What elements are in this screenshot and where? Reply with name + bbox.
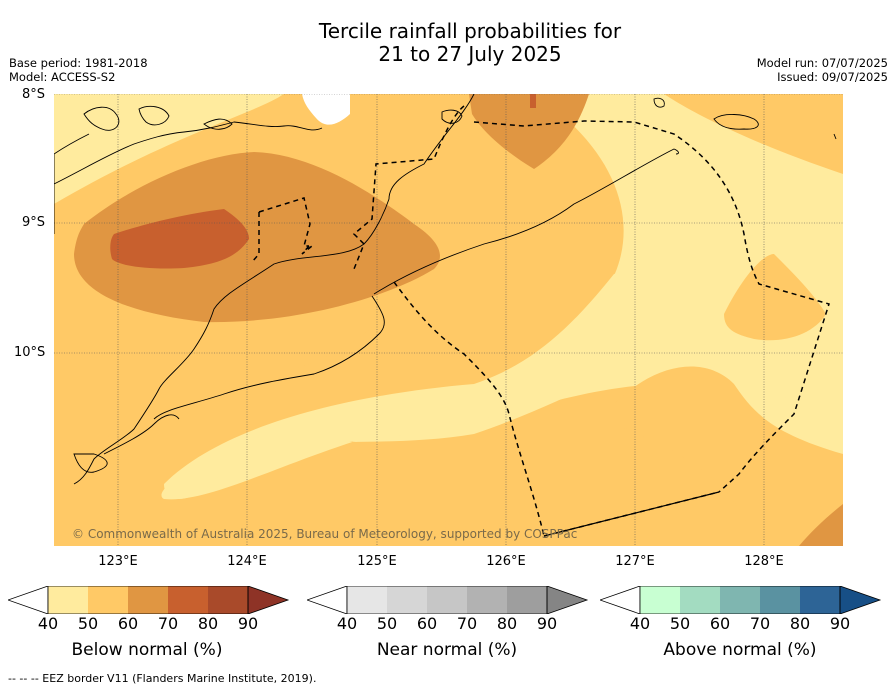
cb1-tick: 80 [197, 614, 219, 633]
cb2-swatch-1 [347, 586, 387, 614]
red-region-north [530, 94, 536, 108]
issued-date: Issued: 09/07/2025 [777, 70, 888, 84]
cb1-swatch-4 [168, 586, 208, 614]
lon-label-127e: 127°E [615, 554, 655, 569]
lat-label-10s: 10°S [14, 345, 46, 360]
cb1-tick: 70 [157, 614, 179, 633]
cb3-swatch-5 [800, 586, 840, 614]
cb1-tick: 60 [117, 614, 139, 633]
lon-label-128e: 128°E [744, 554, 784, 569]
map-title: Tercile rainfall probabilities for 21 to… [0, 20, 896, 66]
copyright-text: © Commonwealth of Australia 2025, Bureau… [72, 527, 577, 541]
cb3-tick: 50 [669, 614, 691, 633]
cb3-tick: 70 [749, 614, 771, 633]
orange-region-se [799, 504, 843, 546]
colorbar-below-normal [8, 586, 290, 614]
cb2-swatch-2 [387, 586, 427, 614]
lon-label-125e: 125°E [357, 554, 397, 569]
colorbar-below-ticks: 40 50 60 70 80 90 [8, 614, 290, 634]
gridlines [54, 94, 843, 546]
base-period: Base period: 1981-2018 [9, 56, 148, 70]
cb2-tick: 60 [416, 614, 438, 633]
meta-left: Base period: 1981-2018 Model: ACCESS-S2 [9, 56, 148, 84]
eez-solid-segment [543, 491, 720, 537]
cb2-swatch-5 [507, 586, 547, 614]
cb3-tick: 90 [829, 614, 851, 633]
orange-region-north [469, 94, 589, 169]
cb1-tick: 90 [237, 614, 259, 633]
cb2-tick: 70 [456, 614, 478, 633]
cb3-swatch-3 [720, 586, 760, 614]
cb1-swatch-1 [48, 586, 88, 614]
cb3-tick: 80 [789, 614, 811, 633]
cb2-swatch-3 [427, 586, 467, 614]
eez-footer-note: -- -- -- EEZ border V11 (Flanders Marine… [8, 672, 317, 685]
colorbar-below-label: Below normal (%) [71, 640, 223, 660]
light-region-nw [54, 94, 284, 204]
colorbar-above-ticks: 40 50 60 70 80 90 [600, 614, 882, 634]
lat-label-8s: 8°S [22, 87, 46, 102]
coastlines [54, 94, 837, 485]
red-region-west [110, 209, 249, 269]
cb1-swatch-2 [88, 586, 128, 614]
colorbar-above-normal [600, 586, 882, 614]
orange-region-west [74, 152, 440, 323]
cb3-extend [839, 586, 882, 614]
cb1-tick: 50 [77, 614, 99, 633]
cb2-extend [546, 586, 589, 614]
cb3-tick: 60 [709, 614, 731, 633]
cb1-extend [247, 586, 290, 614]
title-line-1: Tercile rainfall probabilities for [318, 19, 622, 43]
cb2-swatch-4 [467, 586, 507, 614]
lon-label-126e: 126°E [486, 554, 526, 569]
cb2-tick: 80 [496, 614, 518, 633]
mid-region-se [614, 366, 843, 546]
lat-label-9s: 9°S [22, 215, 46, 230]
colorbar-near-ticks: 40 50 60 70 80 90 [307, 614, 589, 634]
light-region-central [161, 94, 843, 546]
cb3-swatch-1 [640, 586, 680, 614]
model-run: Model run: 07/07/2025 [756, 56, 888, 70]
colorbar-above-label: Above normal (%) [663, 640, 817, 660]
cb2-tick: 50 [376, 614, 398, 633]
colorbar-near-normal [307, 586, 589, 614]
lon-label-123e: 123°E [98, 554, 138, 569]
light-region-band [164, 214, 843, 500]
cb1-swatch-3 [128, 586, 168, 614]
cb2-tick: 40 [336, 614, 358, 633]
cb2-tick: 90 [536, 614, 558, 633]
no-data-region [302, 94, 350, 125]
cb3-swatch-4 [760, 586, 800, 614]
meta-right: Model run: 07/07/2025 Issued: 09/07/2025 [757, 56, 888, 84]
colorbar-near-label: Near normal (%) [376, 640, 518, 660]
cb1-swatch-5 [208, 586, 248, 614]
mid-region-east [724, 254, 826, 341]
cb3-tick: 40 [629, 614, 651, 633]
model-name: Model: ACCESS-S2 [9, 70, 116, 84]
lon-label-124e: 124°E [227, 554, 267, 569]
cb3-swatch-2 [680, 586, 720, 614]
title-line-2: 21 to 27 July 2025 [378, 42, 562, 66]
rainfall-map: © Commonwealth of Australia 2025, Bureau… [54, 94, 843, 546]
cb1-tick: 40 [37, 614, 59, 633]
